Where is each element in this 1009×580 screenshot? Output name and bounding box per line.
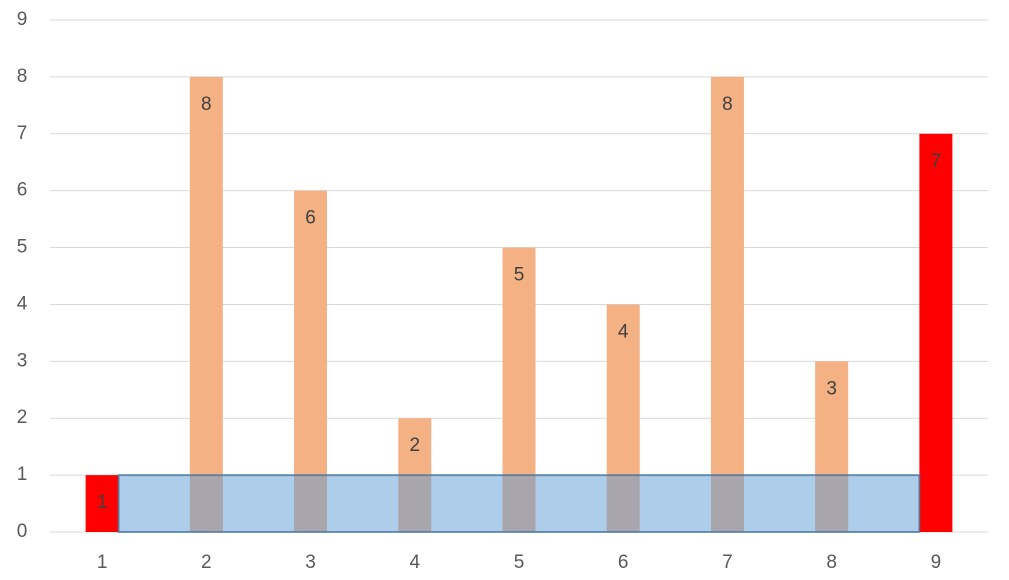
water-area: [117, 474, 921, 534]
y-tick-label: 9: [17, 9, 28, 30]
y-tick-label: 6: [17, 180, 28, 201]
bar: [85, 475, 119, 532]
y-tick-label: 5: [17, 237, 28, 258]
data-label: 6: [305, 208, 316, 229]
data-label: 3: [826, 378, 837, 399]
bar: [189, 76, 223, 532]
x-tick-label: 6: [618, 552, 629, 573]
data-label: 7: [931, 151, 942, 172]
y-tick-label: 4: [17, 293, 28, 314]
data-label: 2: [409, 435, 420, 456]
y-tick-label: 0: [17, 521, 28, 542]
x-tick-label: 1: [97, 552, 108, 573]
x-tick-label: 9: [931, 552, 942, 573]
x-tick-label: 8: [826, 552, 837, 573]
x-tick-label: 5: [514, 552, 525, 573]
data-label: 1: [97, 492, 108, 513]
y-tick-label: 1: [17, 464, 28, 485]
data-label: 4: [618, 321, 629, 342]
y-tick-label: 3: [17, 350, 28, 371]
data-label: 8: [201, 94, 212, 115]
data-label: 8: [722, 94, 733, 115]
x-tick-label: 4: [409, 552, 420, 573]
x-tick-label: 3: [305, 552, 316, 573]
x-tick-label: 7: [722, 552, 733, 573]
x-tick-label: 2: [201, 552, 212, 573]
y-tick-label: 2: [17, 407, 28, 428]
bar: [710, 76, 744, 532]
y-tick-label: 7: [17, 123, 28, 144]
data-label: 5: [514, 265, 525, 286]
bar: [919, 133, 953, 532]
y-tick-label: 8: [17, 66, 28, 87]
